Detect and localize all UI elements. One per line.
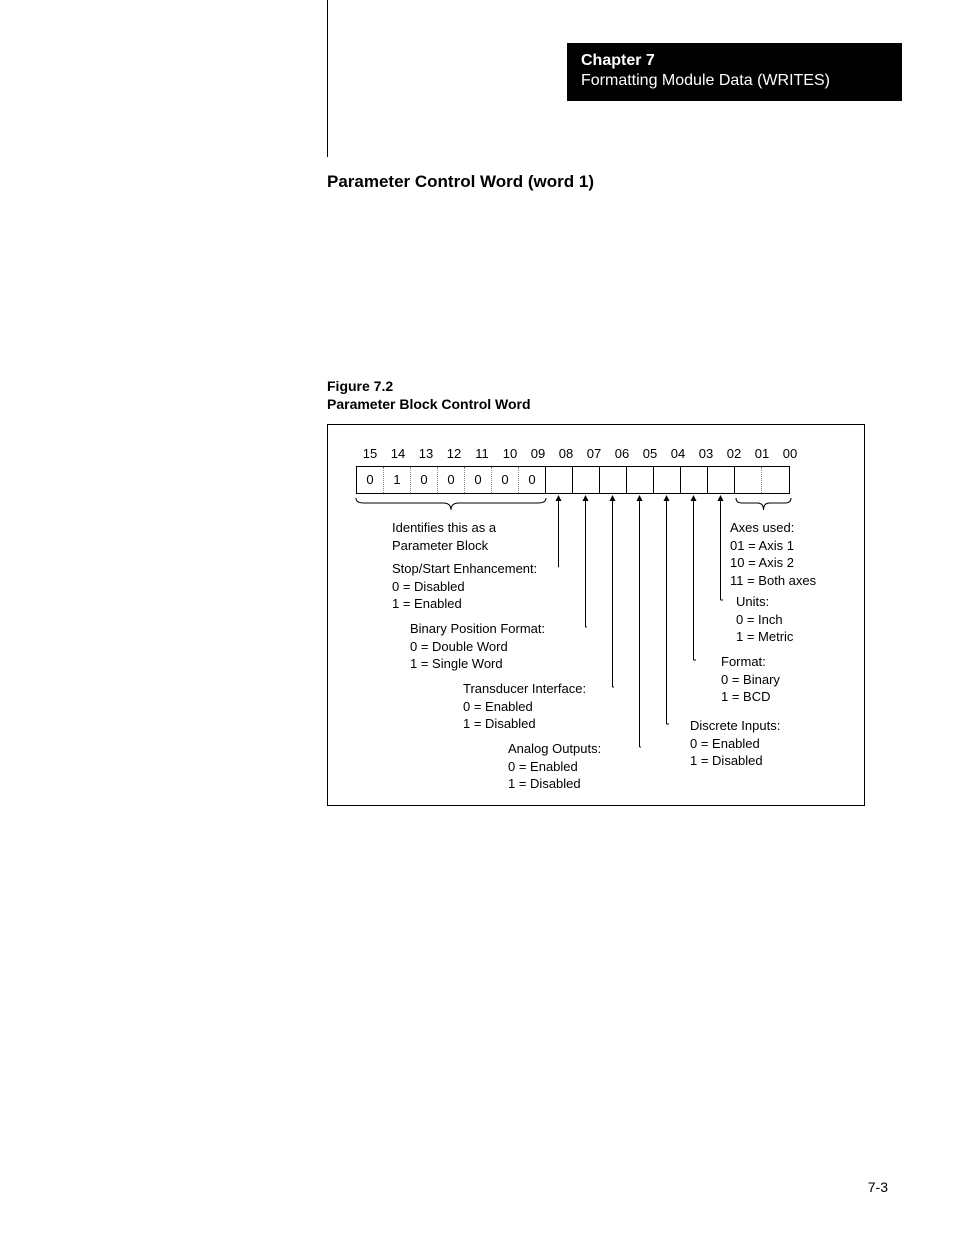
callout-discrete: Discrete Inputs:0 = Enabled1 = Disabled	[690, 717, 780, 770]
callout-analog: Analog Outputs:0 = Enabled1 = Disabled	[508, 740, 601, 793]
figure-caption: Figure 7.2 Parameter Block Control Word	[327, 377, 531, 413]
callout-transducer: Transducer Interface:0 = Enabled1 = Disa…	[463, 680, 586, 733]
figure-title: Parameter Block Control Word	[327, 396, 531, 412]
figure-number: Figure 7.2	[327, 378, 393, 394]
chapter-header-box: Chapter 7 Formatting Module Data (WRITES…	[567, 43, 902, 101]
bitfield-diagram: 15141312111009080706050403020100 0100000…	[327, 424, 865, 806]
chapter-number: Chapter 7	[581, 52, 888, 70]
callout-units: Units:0 = Inch1 = Metric	[736, 593, 793, 646]
page-number: 7-3	[868, 1179, 888, 1195]
callout-identifies: Identifies this as aParameter Block	[392, 519, 496, 554]
callout-format: Format:0 = Binary1 = BCD	[721, 653, 780, 706]
callout-stopstart: Stop/Start Enhancement:0 = Disabled1 = E…	[392, 560, 537, 613]
left-margin-rule	[327, 0, 328, 157]
section-heading: Parameter Control Word (word 1)	[327, 172, 594, 192]
callout-axes: Axes used:01 = Axis 110 = Axis 211 = Bot…	[730, 519, 816, 589]
chapter-subtitle: Formatting Module Data (WRITES)	[581, 72, 888, 90]
callout-binarypos: Binary Position Format:0 = Double Word1 …	[410, 620, 545, 673]
